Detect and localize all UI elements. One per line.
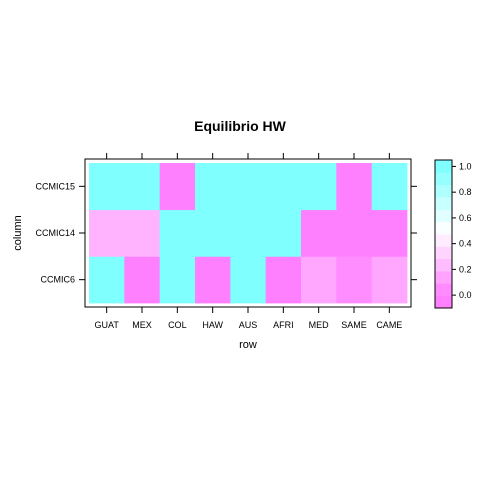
- heatmap-cell: [265, 256, 302, 304]
- y-tick-label: CCMIC14: [35, 228, 75, 238]
- heatmap-cell: [89, 256, 125, 304]
- heatmap-cell: [230, 209, 267, 257]
- heatmap-cell: [230, 163, 267, 211]
- heatmap-cell: [336, 256, 373, 304]
- colorbar-segment: [435, 160, 452, 173]
- colorbar-tick-label: 0.4: [459, 239, 472, 249]
- colorbar-segment: [435, 221, 452, 235]
- heatmap-cell: [124, 256, 161, 304]
- heatmap-cell: [89, 209, 125, 257]
- heatmap-cells: [89, 163, 408, 304]
- colorbar-tick-label: 0.6: [459, 213, 472, 223]
- heatmap-cell: [301, 209, 337, 257]
- x-axis-label: row: [239, 339, 257, 351]
- colorbar-segment: [435, 184, 452, 198]
- x-tick-label: MED: [309, 320, 330, 330]
- colorbar-tick-label: 0.2: [459, 264, 472, 274]
- heatmap-cell: [159, 256, 196, 304]
- colorbar-segment: [435, 209, 452, 223]
- x-tick-label: AUS: [239, 320, 258, 330]
- colorbar-tick-label: 0.0: [459, 290, 472, 300]
- heatmap-cell: [124, 209, 161, 257]
- heatmap-cell: [336, 209, 373, 257]
- colorbar-segment: [435, 295, 452, 309]
- colorbar-segment: [435, 271, 452, 284]
- heatmap-cell: [371, 163, 408, 211]
- heatmap-cell: [230, 256, 267, 304]
- heatmap-cell: [159, 209, 196, 257]
- colorbar-tick-label: 0.8: [459, 187, 472, 197]
- colorbar-frame: [434, 159, 453, 309]
- colorbar: 0.0 0.2 0.4 0.6 0.8 1.0: [434, 159, 472, 309]
- colorbar-segment: [435, 197, 452, 210]
- heatmap-cell: [89, 163, 125, 211]
- x-tick-label: COL: [168, 320, 187, 330]
- x-tick-label: AFRI: [273, 320, 294, 330]
- heatmap-cell: [336, 163, 373, 211]
- heatmap-cell: [265, 209, 302, 257]
- heatmap-cell: [371, 256, 408, 304]
- y-axis: CCMIC6 CCMIC14 CCMIC15: [35, 181, 417, 285]
- x-axis: GUAT MEX COL HAW AUS AFRI MED SAME CAME: [94, 153, 402, 330]
- x-tick-label: HAW: [202, 320, 223, 330]
- y-axis-label: column: [12, 215, 24, 250]
- heatmap-cell: [301, 256, 337, 304]
- colorbar-tick-label: 1.0: [459, 161, 472, 171]
- heatmap-cell: [371, 209, 408, 257]
- x-tick-label: SAME: [341, 320, 367, 330]
- chart-title: Equilibrio HW: [194, 118, 287, 134]
- heatmap-cell: [195, 256, 231, 304]
- heatmap-cell: [301, 163, 337, 211]
- colorbar-segment: [435, 234, 452, 247]
- heatmap-cell: [265, 163, 302, 211]
- colorbar-segment: [435, 283, 452, 297]
- heatmap-cell: [159, 163, 196, 211]
- x-tick-label: GUAT: [94, 320, 119, 330]
- y-tick-label: CCMIC15: [35, 181, 75, 191]
- colorbar-segment: [435, 172, 452, 186]
- heatmap-cell: [195, 209, 231, 257]
- colorbar-segment: [435, 246, 452, 260]
- heatmap-cell: [195, 163, 231, 211]
- x-tick-label: CAME: [376, 320, 402, 330]
- y-tick-label: CCMIC6: [40, 275, 75, 285]
- x-tick-label: MEX: [132, 320, 152, 330]
- heatmap-cell: [124, 163, 161, 211]
- colorbar-segment: [435, 258, 452, 272]
